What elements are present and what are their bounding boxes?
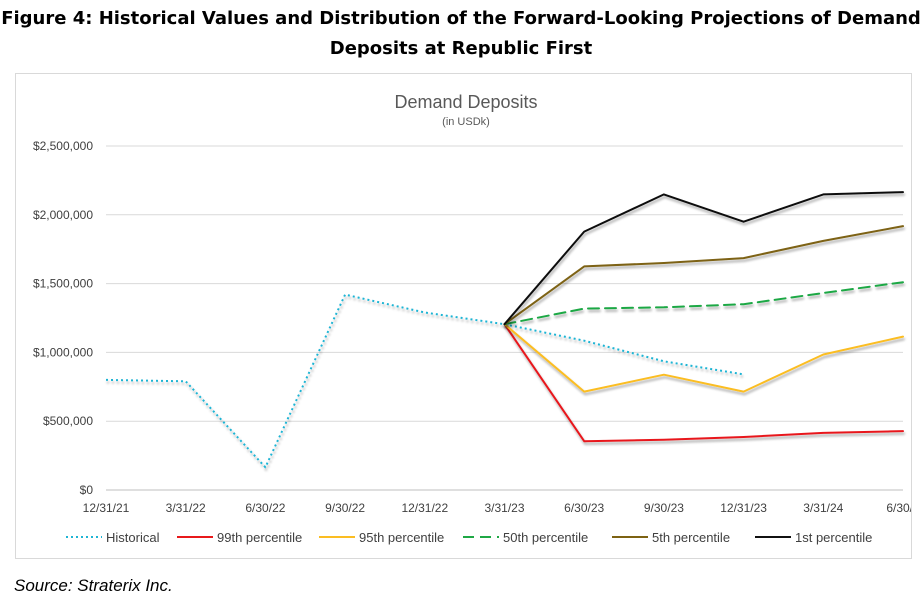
chart-subtitle: (in USDk) [442,116,490,128]
series-line-1st-percentile [503,191,904,326]
series-line-99th-percentile [503,323,904,443]
legend-item-95th-percentile: 95th percentile [319,530,444,545]
y-tick-label: $2,500,000 [33,139,93,153]
chart-title: Demand Deposits [394,92,537,112]
x-axis-labels: 12/31/21 3/31/22 6/30/22 9/30/22 12/31/22 3/3… [83,501,920,515]
legend: Historical 99th percentile 95th percentile… [66,530,872,545]
legend-label: 99th percentile [217,530,302,545]
legend-item-99th-percentile: 99th percentile [177,530,302,545]
x-tick-label: 9/30/22 [325,501,365,515]
chart-frame: Demand Deposits (in USDk) $0 $500,000 $1,0… [15,73,920,559]
series-line-95th-percentile [503,323,904,393]
series-lines [105,191,904,469]
x-tick-label: 6/30/23 [564,501,604,515]
legend-item-50th-percentile: 50th percentile [463,530,588,545]
x-tick-label: 3/31/24 [803,501,843,515]
x-tick-label: 12/31/22 [401,501,448,515]
legend-label: 1st percentile [795,530,872,545]
y-tick-label: $1,000,000 [33,345,93,359]
demand-deposits-chart: Demand Deposits (in USDk) $0 $500,000 $1,0… [33,92,920,545]
x-tick-label: 6/30/22 [245,501,285,515]
y-tick-label: $0 [80,483,94,497]
x-tick-label: 3/31/22 [166,501,206,515]
legend-item-1st-percentile: 1st percentile [755,530,872,545]
figure-title-line-1: Figure 4: Historical Values and Distribu… [1,8,921,29]
legend-item-historical: Historical [66,530,160,545]
gridlines [106,145,903,491]
x-tick-label: 6/30/2 [886,501,911,515]
y-tick-label: $500,000 [43,414,93,428]
y-tick-label: $2,000,000 [33,208,93,222]
legend-label: 50th percentile [503,530,588,545]
legend-label: 5th percentile [652,530,730,545]
x-tick-label: 12/31/21 [83,501,130,515]
x-tick-label: 3/31/23 [484,501,524,515]
legend-label: Historical [106,530,160,545]
y-axis-labels: $0 $500,000 $1,000,000 $1,500,000 $2,000,000… [33,139,93,497]
series-line-historical [105,293,744,469]
x-tick-label: 9/30/23 [644,501,684,515]
y-tick-label: $1,500,000 [33,277,93,291]
figure-title: Figure 4: Historical Values and Distribu… [0,4,922,64]
series-line-5th-percentile [503,225,904,326]
legend-item-5th-percentile: 5th percentile [612,530,730,545]
x-tick-label: 12/31/23 [720,501,767,515]
series-line-50th-percentile [503,281,904,326]
figure-title-line-2: Deposits at Republic First [329,38,593,59]
source-note: Source: Straterix Inc. [14,576,173,595]
legend-label: 95th percentile [359,530,444,545]
